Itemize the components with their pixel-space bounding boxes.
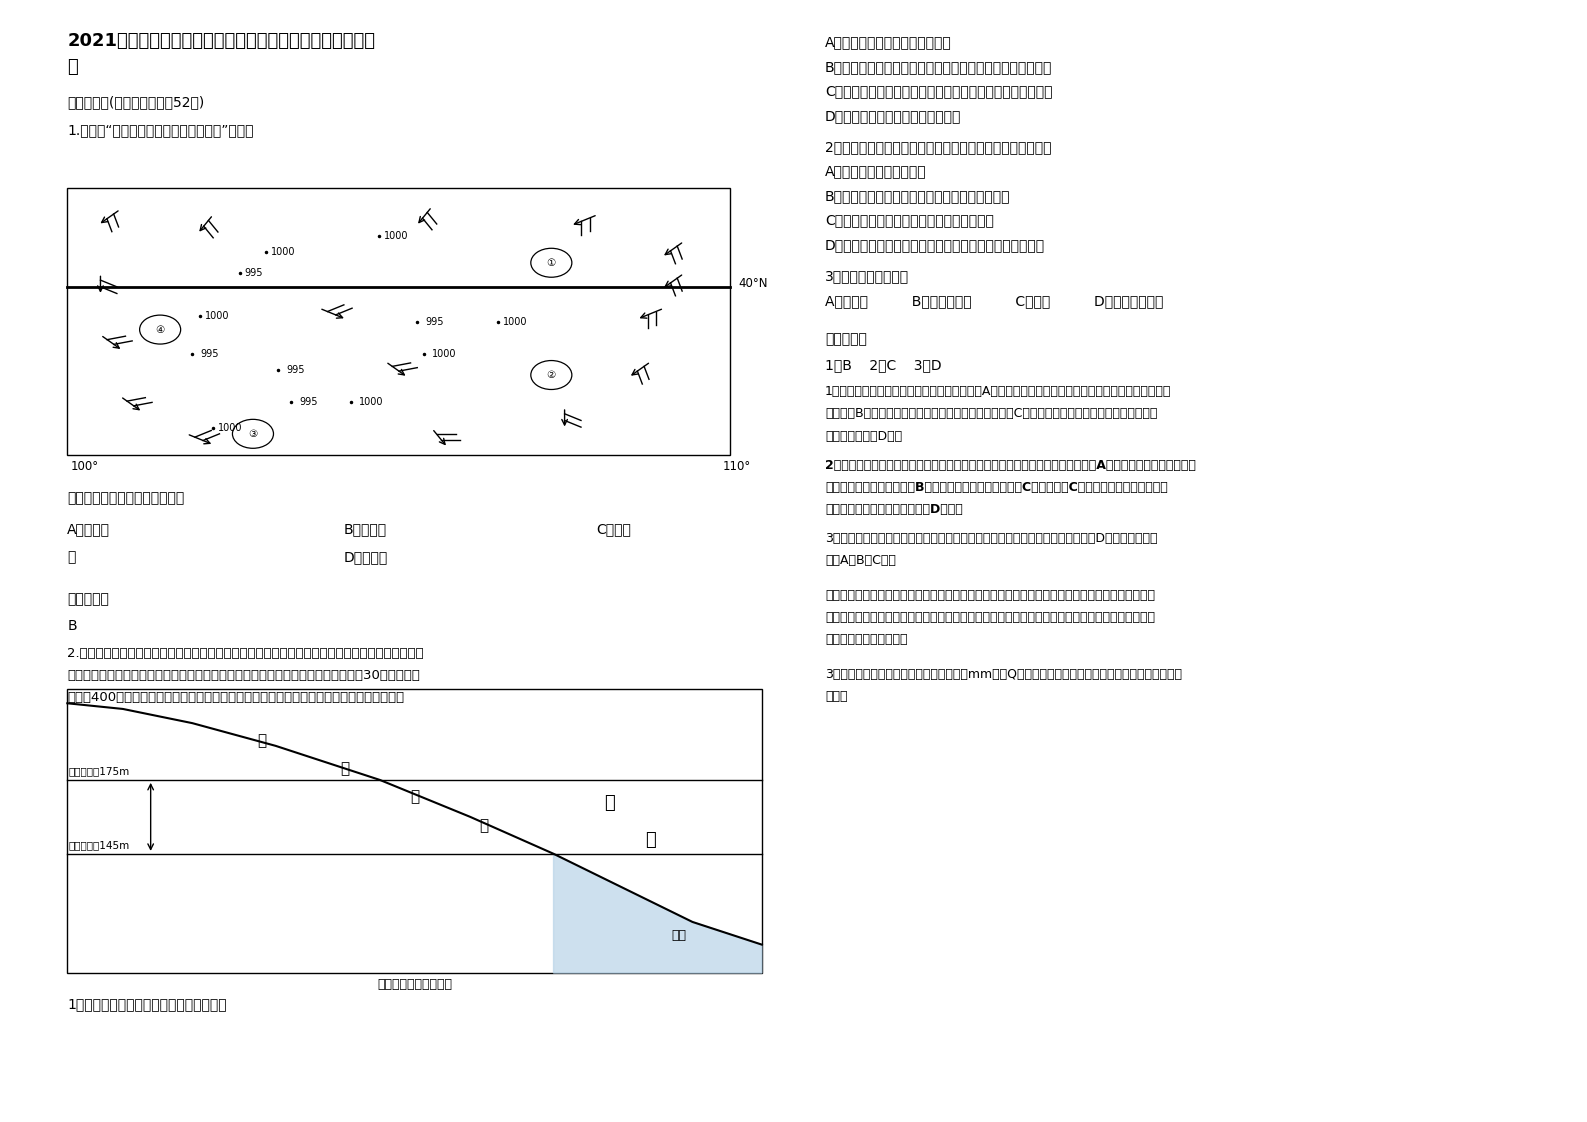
Text: 1．三峡水库消落带区域周期性地出露于水面，A错。水库蓄水、排水导致的水位涨落是形成消落带的主: 1．三峡水库消落带区域周期性地出露于水面，A错。水库蓄水、排水导致的水位涨落是形…: [825, 385, 1171, 398]
Text: 3．下图为某区域年等降水量线图（单位：mm），Q湖湖面是世界陆地表面最低点，据此完成下面下面: 3．下图为某区域年等降水量线图（单位：mm），Q湖湖面是世界陆地表面最低点，据此…: [825, 668, 1182, 681]
Text: 小题。: 小题。: [825, 690, 847, 703]
Text: B．消落带区域的植被较少，保持水土的能力较差: B．消落带区域的植被较少，保持水土的能力较差: [825, 188, 1011, 203]
Text: 1.读下图“某地区某时气压及风向分布图”，回答: 1.读下图“某地区某时气压及风向分布图”，回答: [67, 123, 254, 137]
Text: C．西北: C．西北: [597, 522, 632, 536]
Text: A．不抗旱          B．不适合陆生          C．耐涝          D．既抗旱又耐涝: A．不抗旱 B．不适合陆生 C．耐涝 D．既抗旱又耐涝: [825, 294, 1163, 307]
Text: B．水库蓄水、排水导致的水位涨落是形成消落带的主要原因: B．水库蓄水、排水导致的水位涨落是形成消落带的主要原因: [825, 59, 1052, 74]
Text: 2．三峡水库消落带水土流失严重的自然原因不可信的是消落带区域的坡度较大，A可信。消落带区域的植被较: 2．三峡水库消落带水土流失严重的自然原因不可信的是消落带区域的坡度较大，A可信。…: [825, 459, 1197, 471]
Text: 1000: 1000: [271, 247, 295, 257]
Text: A．东南风: A．东南风: [67, 522, 111, 536]
Bar: [67, 689, 762, 973]
Text: 落带区域土壤的侵蚀作用较强，D可信。: 落带区域土壤的侵蚀作用较强，D可信。: [825, 503, 963, 516]
Text: 1．关于三峡水库消落带的叙述，正确的是: 1．关于三峡水库消落带的叙述，正确的是: [67, 997, 227, 1012]
Text: 1000: 1000: [359, 397, 384, 407]
Text: 落: 落: [409, 790, 419, 804]
Text: ④: ④: [156, 324, 165, 334]
Text: ②: ②: [546, 370, 555, 380]
Text: 1000: 1000: [217, 423, 243, 433]
Text: 上，A、B、C错。: 上，A、B、C错。: [825, 554, 897, 568]
Text: 差。植被既抗旱又耐涝。: 差。植被既抗旱又耐涝。: [825, 634, 908, 646]
Text: C．受水库的调节作用，暴雨洪涝和干旱不会影响消落带区域: C．受水库的调节作用，暴雨洪涝和干旱不会影响消落带区域: [825, 84, 1052, 99]
Text: D．库区水位的频繁升降对消落带区域土壤的侵蚀作用较强: D．库区水位的频繁升降对消落带区域土壤的侵蚀作用较强: [825, 238, 1046, 252]
Text: 1．B    2．C    3．D: 1．B 2．C 3．D: [825, 358, 941, 373]
Text: 最高蓄水位175m: 最高蓄水位175m: [68, 766, 130, 776]
Text: B．东北风: B．东北风: [343, 522, 387, 536]
Text: 3．消落带区域的植被周期性被淹没或出露水面，干湿交替明显，既抗旱又耐涝，D对。生长在陆地: 3．消落带区域的植被周期性被淹没或出露水面，干湿交替明显，既抗旱又耐涝，D对。生…: [825, 532, 1157, 545]
Text: 1000: 1000: [205, 311, 229, 321]
Text: 3．消落带区域的植被: 3．消落带区域的植被: [825, 269, 909, 283]
Text: 一、选择题(每小题２分，共52分): 一、选择题(每小题２分，共52分): [67, 95, 205, 110]
Text: 三峡库区消落带示意图: 三峡库区消落带示意图: [378, 977, 452, 991]
Text: 面积达400多平方公里。库区淤积的泥沙主要来源于消落带的水土流失。读图完成下面小题。: 面积达400多平方公里。库区淤积的泥沙主要来源于消落带的水土流失。读图完成下面小…: [67, 691, 405, 705]
Text: 此时，该气压系统北部的风向是: 此时，该气压系统北部的风向是: [67, 490, 184, 505]
Text: 消: 消: [341, 761, 349, 776]
Text: B: B: [67, 619, 76, 633]
Text: 2021年安徽省合肥市湖陇中学高三地理上学期期末试题含解: 2021年安徽省合肥市湖陇中学高三地理上学期期末试题含解: [67, 33, 375, 50]
Text: 库: 库: [603, 793, 614, 811]
Text: A．水库消落带区域常年被水淹没: A．水库消落带区域常年被水淹没: [825, 36, 952, 49]
Text: 析: 析: [67, 57, 78, 75]
Text: 1000: 1000: [503, 316, 527, 327]
Text: 995: 995: [286, 365, 305, 375]
Text: 40°N: 40°N: [738, 277, 768, 289]
Bar: [67, 187, 730, 456]
Text: 物多样性较多的区域。以防洪为首要目的的三峡水库，其最高水位和最低水位相差近30米，消落带: 物多样性较多的区域。以防洪为首要目的的三峡水库，其最高水位和最低水位相差近30米…: [67, 669, 421, 682]
Text: 坡: 坡: [257, 733, 267, 747]
Text: 带: 带: [479, 818, 489, 833]
Text: D．每年形成消落带的面积完全一样: D．每年形成消落带的面积完全一样: [825, 109, 962, 122]
Text: 1000: 1000: [432, 349, 457, 359]
Polygon shape: [554, 854, 762, 973]
Text: 最低蓄水位145m: 最低蓄水位145m: [68, 840, 130, 850]
Text: 少，保持水土的能力较差，B可信。消落带区域地壳运动，C不可信，选C。库区水位的频繁升降对消: 少，保持水土的能力较差，B可信。消落带区域地壳运动，C不可信，选C。库区水位的频…: [825, 481, 1168, 494]
Text: A．消落带区域的坡度较大: A．消落带区域的坡度较大: [825, 165, 927, 178]
Text: ①: ①: [546, 258, 555, 268]
Text: D．西南风: D．西南风: [343, 550, 387, 564]
Text: 积不完全一样，D错。: 积不完全一样，D错。: [825, 430, 901, 442]
Text: 参考答案：: 参考答案：: [67, 592, 110, 606]
Text: 995: 995: [200, 349, 219, 359]
Text: ③: ③: [248, 429, 257, 439]
Text: 2.水库消落带，是指水库周边被淹没的土地周期性地出露于水面的一段干湿交替的特殊区域，也是生: 2.水库消落带，是指水库周边被淹没的土地周期性地出露于水面的一段干湿交替的特殊区…: [67, 646, 424, 660]
Text: 点睛：水库消落带，是指水库周边被淹没的土地周期性地出露于水面的一段干湿交替的特殊区域。水: 点睛：水库消落带，是指水库周边被淹没的土地周期性地出露于水面的一段干湿交替的特殊…: [825, 589, 1155, 601]
Text: 水体: 水体: [671, 929, 686, 942]
Text: 100°: 100°: [70, 460, 98, 472]
Text: C．消落带区域地壳运动频繁，土壤疏松破碎: C．消落带区域地壳运动频繁，土壤疏松破碎: [825, 213, 993, 228]
Text: 水: 水: [646, 830, 655, 848]
Text: 2．关于三峡水库消落带水土流失严重的自然原因不可信的是: 2．关于三峡水库消落带水土流失严重的自然原因不可信的是: [825, 140, 1052, 154]
Text: 995: 995: [244, 268, 263, 278]
Text: 参考答案：: 参考答案：: [825, 333, 867, 347]
Text: 库蓄水、排水导致的水位涨落是形成消落带的主要原因。消落带区域的植被较少，保持水土的能力较: 库蓄水、排水导致的水位涨落是形成消落带的主要原因。消落带区域的植被较少，保持水土…: [825, 611, 1155, 624]
Text: 1000: 1000: [384, 231, 408, 241]
Text: 995: 995: [300, 397, 317, 407]
Text: 要原因，B对。暴雨洪涝和干旱会影响消落带区域范围，C错。每年降水量有差异，形成消落带的面: 要原因，B对。暴雨洪涝和干旱会影响消落带区域范围，C错。每年降水量有差异，形成消…: [825, 407, 1157, 421]
Text: 995: 995: [425, 316, 444, 327]
Text: 风: 风: [67, 550, 76, 564]
Text: 110°: 110°: [722, 460, 751, 472]
